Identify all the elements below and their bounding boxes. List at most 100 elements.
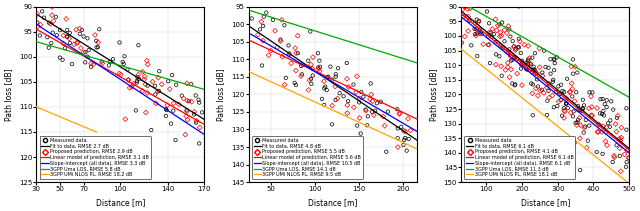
Point xyxy=(139,78,149,81)
Point xyxy=(547,94,557,97)
Point xyxy=(596,130,607,134)
Point xyxy=(376,100,386,103)
Point xyxy=(179,97,189,100)
Point xyxy=(535,89,545,93)
Point xyxy=(39,16,49,19)
Point xyxy=(370,109,380,112)
Point xyxy=(544,82,554,85)
Point xyxy=(568,115,578,118)
Point xyxy=(69,43,79,46)
Point xyxy=(568,110,579,113)
Point xyxy=(392,127,403,130)
Point xyxy=(268,18,278,22)
Point xyxy=(133,43,143,47)
Point xyxy=(47,14,57,17)
Point xyxy=(331,73,341,76)
Point xyxy=(508,39,518,43)
Point xyxy=(315,70,325,73)
Point xyxy=(108,57,118,61)
Point xyxy=(81,50,91,54)
Point xyxy=(499,40,509,43)
Point xyxy=(621,128,632,131)
Point xyxy=(105,60,115,64)
Point xyxy=(292,34,303,37)
Point xyxy=(77,28,87,32)
Point xyxy=(182,82,192,85)
Point xyxy=(622,149,632,152)
Point xyxy=(174,103,184,106)
Point xyxy=(490,18,500,21)
Point xyxy=(258,39,268,42)
Point xyxy=(600,103,610,106)
Point xyxy=(489,32,499,36)
Point xyxy=(182,109,192,112)
Point xyxy=(554,92,564,96)
Point xyxy=(484,22,494,25)
Point xyxy=(495,35,505,38)
Point xyxy=(490,41,500,44)
Point xyxy=(502,31,512,35)
Point xyxy=(372,102,382,105)
Point xyxy=(567,87,577,91)
Point xyxy=(380,124,390,127)
Point xyxy=(572,123,582,127)
Point xyxy=(505,35,515,38)
Point xyxy=(557,114,567,117)
Point xyxy=(548,78,558,81)
Point xyxy=(58,58,68,61)
Point xyxy=(497,46,508,49)
Point xyxy=(275,38,285,41)
Point xyxy=(306,77,316,81)
Point xyxy=(595,112,605,115)
Point xyxy=(166,122,176,125)
Point xyxy=(393,145,403,149)
Point xyxy=(327,123,337,126)
Point xyxy=(404,137,414,141)
Point xyxy=(530,52,540,55)
Point xyxy=(80,61,90,64)
Point xyxy=(378,115,388,118)
Point xyxy=(538,74,548,77)
Point xyxy=(575,168,586,172)
Point xyxy=(321,88,332,92)
Point xyxy=(598,125,609,128)
Point xyxy=(491,53,501,56)
Point xyxy=(151,102,161,105)
Point xyxy=(559,106,569,110)
Point xyxy=(570,121,580,124)
Point xyxy=(62,35,72,38)
Point xyxy=(138,70,148,74)
Point xyxy=(154,89,164,93)
Point xyxy=(577,107,588,111)
Point xyxy=(503,51,513,54)
Point xyxy=(509,84,520,87)
Point xyxy=(352,124,362,127)
Point xyxy=(556,83,566,87)
Point xyxy=(191,119,202,123)
Point xyxy=(125,86,135,89)
Point xyxy=(308,55,318,59)
Point xyxy=(86,62,96,65)
Point xyxy=(523,44,533,48)
Point xyxy=(305,30,316,33)
Point xyxy=(534,66,545,69)
Point xyxy=(545,58,556,61)
Point xyxy=(594,123,604,126)
Point xyxy=(532,94,543,97)
Point xyxy=(270,29,280,32)
Point xyxy=(259,15,269,18)
Point xyxy=(529,65,539,68)
Point xyxy=(58,42,68,45)
Point xyxy=(614,154,625,158)
Point xyxy=(369,114,379,117)
Point xyxy=(140,83,150,86)
Point xyxy=(400,136,410,140)
Point xyxy=(349,106,359,109)
Point xyxy=(177,94,187,97)
Point xyxy=(566,82,577,85)
Point xyxy=(65,41,75,45)
Point xyxy=(75,27,85,30)
Point xyxy=(463,15,473,18)
Point xyxy=(303,88,314,92)
Point xyxy=(456,41,467,44)
